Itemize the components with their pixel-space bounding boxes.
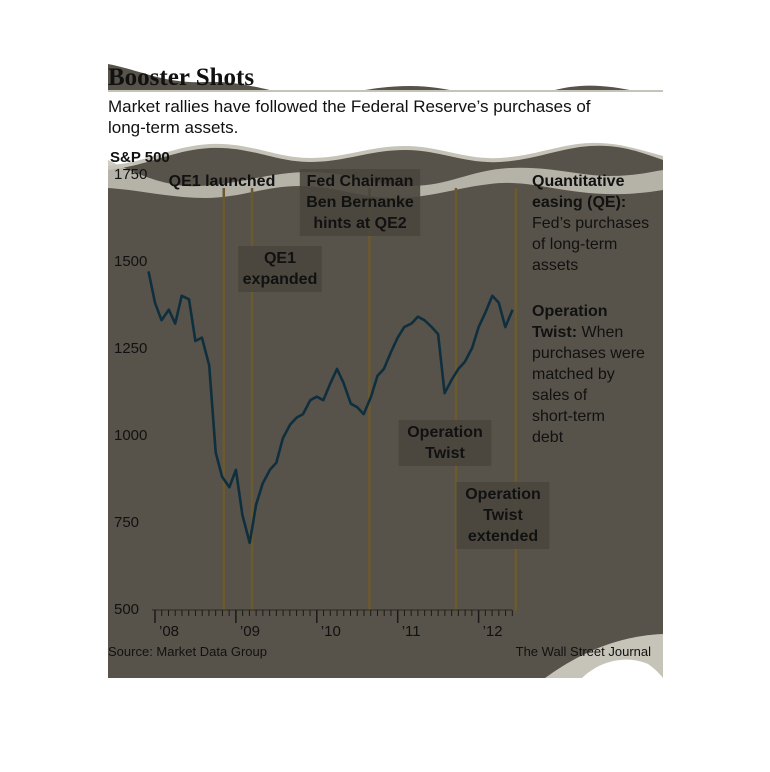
x-tick-label: ’12 [483,623,503,640]
legend-qe-line: easing (QE): [532,194,626,211]
y-axis-label: S&P 500 [110,149,170,166]
y-tick-label: 500 [114,601,139,618]
x-tick-label: ’11 [402,623,421,640]
event-label: Twist [483,507,523,524]
x-axis: ’08 ’09 ’10 ’11 ’12 [152,609,513,640]
source-note: Source: Market Data Group [108,644,267,659]
sp500-line [147,271,514,545]
y-tick-label: 1750 [114,166,147,183]
y-axis: 500 750 1000 1250 1500 1750 [114,166,147,618]
event-labels: QE1 launched QE1 expanded Fed Chairman Ben B… [169,169,550,549]
event-label-box [456,482,550,549]
event-label: hints at QE2 [313,215,406,232]
event-label-box [398,420,492,466]
legend-qe-line: Quantitative [532,173,625,190]
publisher-credit: The Wall Street Journal [516,644,651,659]
chart-title: Booster Shots [108,64,254,91]
event-label: QE1 [264,250,296,267]
x-tick-label: ’10 [321,623,341,640]
event-label-box [299,169,421,236]
event-label: Operation [465,486,541,503]
legend-twist-note: Operation Twist: When purchases were mat… [532,303,645,446]
chart-subtitle-line-1: Market rallies have followed the Federal… [108,97,591,116]
x-tick-label: ’08 [159,623,179,640]
event-label: Fed Chairman [307,173,414,190]
legend-twist-bold: Twist: [532,324,577,341]
event-label: extended [468,528,538,545]
subtitle-band [108,92,663,166]
axis-label-wave [108,160,663,198]
chart-subtitle-line-2: long-term assets. [108,118,238,137]
event-label: expanded [243,271,318,288]
legend-qe-line: of long-term [532,236,617,253]
y-tick-label: 1500 [114,253,147,270]
legend-twist-line: Operation [532,303,608,320]
event-label-box [238,246,322,292]
y-tick-label: 1250 [114,340,147,357]
legend-twist-line: sales of [532,387,588,404]
y-tick-label: 750 [114,514,139,531]
header-band [108,36,663,98]
event-label: Operation [407,424,483,441]
legend-qe-note: Quantitative easing (QE): Fed’s purchase… [532,173,649,274]
event-label: QE1 launched [169,173,276,190]
legend-twist-line: Twist: When [532,324,623,341]
event-label: Ben Bernanke [306,194,414,211]
y-tick-label: 1000 [114,427,147,444]
event-label: Twist [425,445,465,462]
x-tick-label: ’09 [240,623,260,640]
legend-twist-line: short-term [532,408,605,425]
legend-qe-line: assets [532,257,578,274]
legend-twist-line: matched by [532,366,615,383]
legend-twist-line: purchases were [532,345,645,362]
legend-twist-rest: When [577,324,623,341]
series-group [147,271,514,545]
legend-twist-line: debt [532,429,564,446]
corner-wave [582,659,663,678]
legend-qe-line: Fed’s purchases [532,215,649,232]
